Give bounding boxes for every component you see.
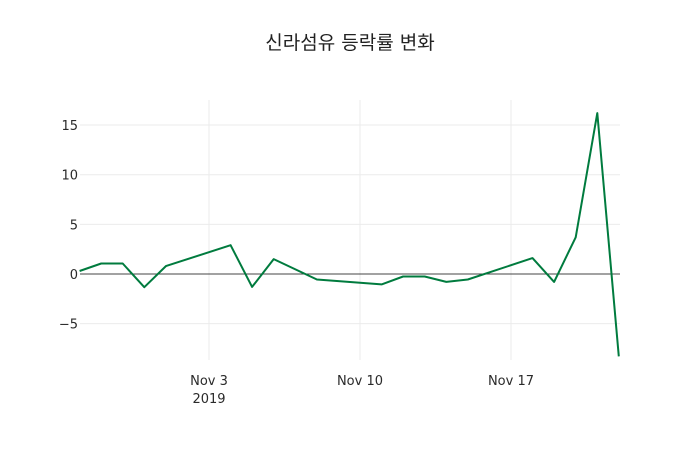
y-axis-ticks: −5 0 5 10 15 xyxy=(59,119,78,333)
y-tick-label: −5 xyxy=(59,318,78,333)
x-tick-year-label: 2019 xyxy=(192,392,225,407)
x-axis-ticks: Nov 3 2019 Nov 10 Nov 17 xyxy=(190,374,534,407)
x-tick-label: Nov 10 xyxy=(337,374,383,389)
y-tick-label: 10 xyxy=(61,169,78,184)
x-tick-label: Nov 17 xyxy=(488,374,534,389)
data-line xyxy=(79,112,620,357)
gridlines xyxy=(80,100,620,360)
x-tick-label: Nov 3 xyxy=(190,374,228,389)
chart-title: 신라섬유 등락률 변화 xyxy=(265,32,435,54)
y-tick-label: 0 xyxy=(70,268,78,283)
y-tick-label: 15 xyxy=(61,119,78,134)
y-tick-label: 5 xyxy=(70,218,78,233)
